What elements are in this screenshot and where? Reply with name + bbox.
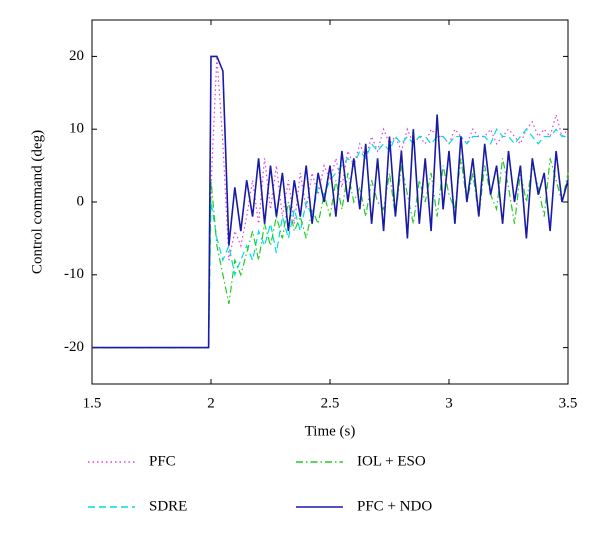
x-tick-label: 3.5 (559, 395, 578, 411)
x-tick-label: 2.5 (321, 395, 340, 411)
y-tick-label: 10 (69, 121, 84, 137)
x-tick-label: 1.5 (83, 395, 102, 411)
y-tick-label: -20 (64, 339, 84, 355)
series-line (92, 56, 569, 349)
x-axis-label: Time (s) (305, 423, 356, 439)
y-tick-label: -10 (64, 266, 84, 282)
plot-frame (91, 19, 569, 385)
x-tick-label: 3 (445, 395, 453, 411)
y-tick-label: 20 (69, 48, 84, 64)
legend-label: PFC (149, 453, 176, 469)
legend-label: SDRE (149, 498, 187, 514)
series-line (92, 55, 569, 349)
legend-label: PFC + NDO (357, 498, 432, 514)
y-axis-label: Control command (deg) (29, 130, 45, 274)
y-tick-label: 0 (77, 193, 85, 209)
x-tick-label: 2 (207, 395, 215, 411)
legend-label: IOL + ESO (357, 453, 426, 469)
